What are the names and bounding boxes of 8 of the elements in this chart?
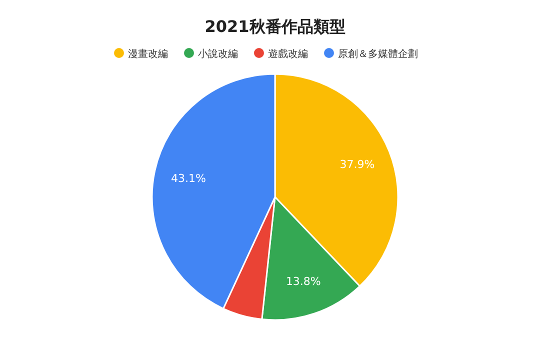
legend-label: 原創＆多媒體企劃 xyxy=(338,48,418,60)
legend-label: 遊戲改編 xyxy=(268,48,308,60)
data-label: 43.1% xyxy=(171,172,206,185)
chart-title: 2021秋番作品類型 xyxy=(204,17,346,36)
data-label: 13.8% xyxy=(286,274,321,288)
legend-label: 小說改編 xyxy=(198,48,238,60)
data-label: 37.9% xyxy=(340,158,375,172)
legend-label: 漫畫改編 xyxy=(128,48,168,60)
